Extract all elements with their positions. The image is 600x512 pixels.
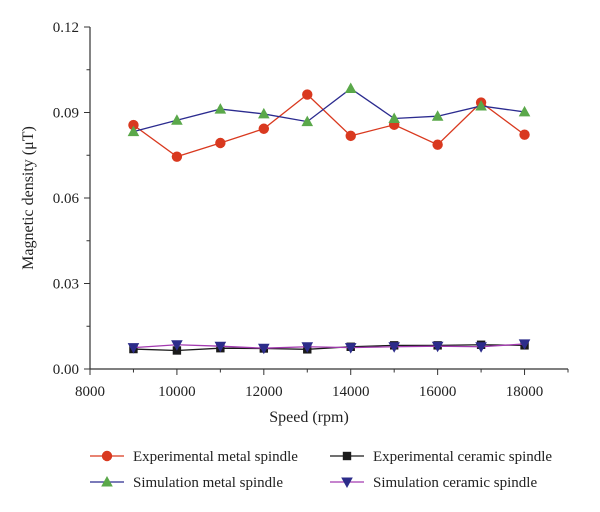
data-point [475,342,487,353]
x-tick-label: 10000 [158,384,196,400]
x-tick-label: 14000 [332,384,370,400]
legend-item-experimental-metal-spindle: Experimental metal spindle [90,449,298,465]
legend-label: Experimental metal spindle [133,449,298,465]
data-point [344,82,357,94]
legend-item-experimental-ceramic-spindle: Experimental ceramic spindle [330,449,552,465]
y-tick-label: 0.03 [53,277,79,293]
data-point [301,342,314,353]
series-line [133,344,525,352]
data-point [258,123,270,134]
y-tick-label: 0.12 [53,20,79,36]
data-point [214,341,227,353]
data-point [127,343,140,354]
legend-marker [101,450,113,462]
data-point [215,137,226,149]
legend-item-simulation-ceramic-spindle: Simulation ceramic spindle [330,475,537,491]
data-point [127,125,140,137]
data-point [388,342,400,353]
x-axis-title: Speed (rpm) [269,409,349,426]
data-point [128,119,139,131]
data-point [344,343,357,354]
legend-label: Simulation ceramic spindle [373,475,537,491]
x-tick-label: 8000 [75,384,105,400]
y-axis-title: Magnetic density (μT) [20,126,37,270]
legend-label: Simulation metal spindle [133,475,283,491]
y-tick-label: 0.00 [53,362,79,378]
data-point [301,115,314,127]
legend-marker [342,451,352,461]
y-tick-label: 0.06 [53,191,80,207]
series-line [133,343,525,349]
chart-axes [84,26,569,375]
data-series [127,82,531,355]
data-point [171,340,183,351]
data-point [431,110,444,121]
series-line [133,87,525,133]
series-line [133,93,525,158]
data-point [518,105,531,117]
data-point [432,139,443,150]
data-point [214,103,227,114]
data-point [519,129,530,140]
legend-marker [101,476,113,487]
series-experimental-metal-spindle [128,89,530,162]
legend: Experimental metal spindle Experimental c… [90,449,552,491]
data-point [302,89,313,100]
x-tick-label: 16000 [419,384,457,400]
data-point [171,151,183,162]
data-point [475,99,487,111]
x-tick-label: 12000 [245,384,283,400]
series-simulation-ceramic-spindle [127,339,531,355]
data-point [258,343,270,355]
data-point [345,130,356,142]
data-point [171,114,183,125]
legend-item-simulation-metal-spindle: Simulation metal spindle [90,475,283,491]
data-point [518,339,531,350]
y-tick-label: 0.09 [53,106,79,122]
series-simulation-metal-spindle [127,82,531,137]
legend-label: Experimental ceramic spindle [373,449,552,465]
x-tick-label: 18000 [506,384,544,400]
legend-marker [341,477,353,488]
data-point [258,107,270,119]
data-point [431,341,444,353]
data-point [388,112,400,123]
tick-labels: 8000 10000 12000 14000 16000 18000 0.00 0.03 0.0… [53,20,544,400]
